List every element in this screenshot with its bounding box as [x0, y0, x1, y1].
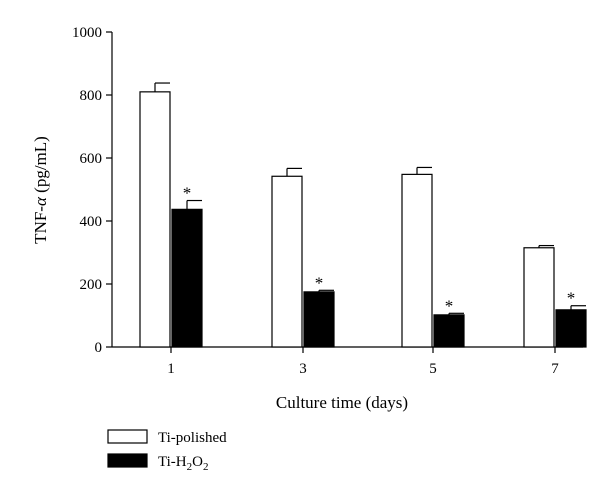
- bar-ti-polished-day-5: [401, 173, 433, 348]
- significance-ti-h2o2-day-1: *: [183, 184, 192, 203]
- legend-label-ti-h2o2-sub2: 2: [203, 461, 209, 473]
- y-tick-label-800: 800: [80, 88, 103, 104]
- y-tick-label-600: 600: [80, 151, 103, 167]
- bars: * * * *: [139, 82, 587, 348]
- y-axis-title-main: TNF-: [31, 206, 50, 244]
- legend-swatch-ti-polished: [107, 429, 148, 444]
- y-ticks: 0 200 400 600 800 1000: [72, 25, 112, 356]
- x-tick-label-1: 1: [167, 361, 175, 377]
- y-tick-label-200: 200: [80, 277, 103, 293]
- significance-ti-h2o2-day-3: *: [315, 273, 324, 292]
- x-axis-title: Culture time (days): [276, 393, 408, 412]
- significance-ti-h2o2-day-5: *: [445, 296, 454, 315]
- bar-ti-h2o2-day-5: [433, 314, 465, 348]
- y-axis-title: TNF-α (pg/mL): [31, 136, 50, 244]
- legend-label-ti-h2o2-sub1: 2: [187, 461, 193, 473]
- y-axis-title-unit: (pg/mL): [31, 136, 50, 197]
- bar-ti-polished-day-7: [523, 247, 555, 348]
- x-tick-label-7: 7: [551, 361, 559, 377]
- legend: Ti-polished Ti-H2O2: [107, 429, 227, 473]
- bar-ti-h2o2-day-3: [303, 291, 335, 348]
- bar-ti-polished-day-3: [271, 175, 303, 348]
- legend-label-ti-polished: Ti-polished: [158, 430, 227, 446]
- x-tick-label-5: 5: [429, 361, 437, 377]
- y-tick-label-400: 400: [80, 214, 103, 230]
- significance-ti-h2o2-day-7: *: [567, 289, 576, 308]
- y-axis-title-greek: α: [31, 196, 50, 206]
- x-ticks: 1 3 5 7: [167, 347, 559, 377]
- x-tick-label-3: 3: [299, 361, 307, 377]
- bar-ti-h2o2-day-7: [555, 309, 587, 348]
- legend-swatch-ti-h2o2: [107, 453, 148, 468]
- legend-label-ti-h2o2-main: Ti-H: [158, 454, 187, 470]
- legend-label-ti-h2o2-mid: O: [192, 454, 203, 470]
- y-tick-label-0: 0: [95, 340, 103, 356]
- y-tick-label-1000: 1000: [72, 25, 102, 41]
- legend-label-ti-h2o2: Ti-H2O2: [158, 454, 208, 473]
- bar-ti-polished-day-1: [139, 91, 171, 348]
- bar-ti-h2o2-day-1: [171, 208, 203, 348]
